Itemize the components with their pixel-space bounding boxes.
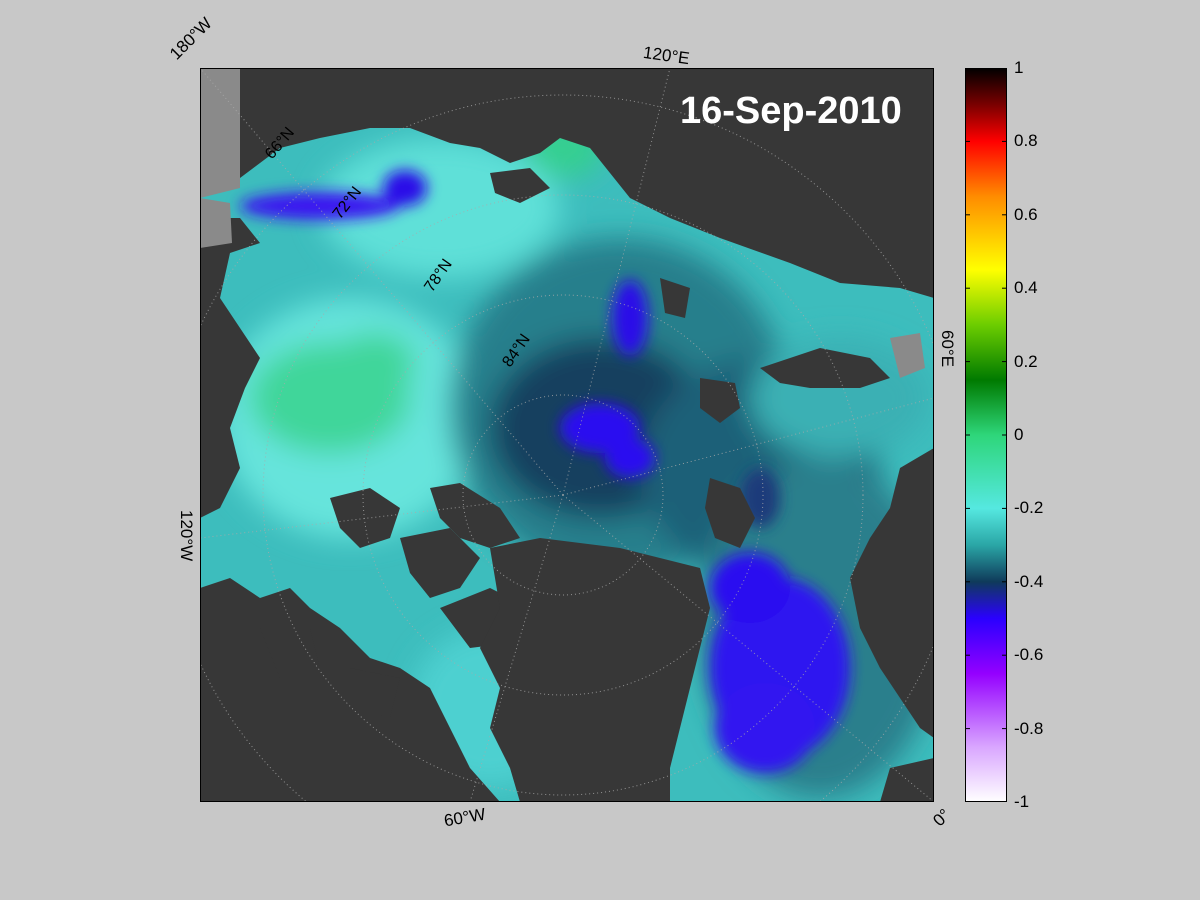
coastal-shelf [200,68,925,378]
colorbar-tick-label: -0.8 [1014,718,1044,738]
lon-label-120e: 120°E [641,42,691,69]
lon-label-180w: 180°W [166,13,216,64]
land-islands-5 [350,668,400,718]
colorbar-tick-label: -1 [1014,792,1030,811]
map-border [200,68,934,802]
land-new-siberian [490,168,550,203]
colorbar-tick-label: -0.6 [1014,645,1044,665]
lon-label-0: 0° [929,805,955,831]
colorbar [965,68,1007,802]
colorbar-tick-label: 0 [1014,425,1024,444]
colorbar-tick-label: 0.8 [1014,131,1038,151]
graticule [200,68,934,802]
land-novaya-zemlya [760,348,890,388]
colorbar-tick-label: 0.2 [1014,351,1038,371]
lon-label-60e: 60°E [938,330,957,368]
arctic-map: 66°N 72°N 78°N 84°N [200,68,934,802]
date-label: 16-Sep-2010 [680,90,902,132]
land-masses [200,68,934,802]
land-islands-4 [260,628,320,678]
land-alaska [200,218,260,518]
colorbar-tick-label: 0.4 [1014,278,1038,298]
land-severnaya [660,278,690,318]
colorbar-tick-label: 1 [1014,58,1024,77]
lon-label-60w: 60°W [442,804,488,831]
land-islands-2 [400,528,480,598]
land-franz-josef [700,378,740,423]
land-siberia [200,68,934,298]
land-svalbard [705,478,755,548]
colorbar-tick-label: -0.2 [1014,498,1044,518]
land-scandinavia [850,448,934,738]
colorbar-gradient [965,68,1007,802]
colorbar-tick-label: -0.4 [1014,571,1044,591]
land-islands-1 [330,488,400,548]
anomaly-low-regions [240,170,850,773]
land-greenland [480,538,710,802]
colorbar-tick-label: 0.6 [1014,204,1038,224]
lon-label-120w: 120°W [177,510,196,562]
land-ellesmere [430,483,520,548]
